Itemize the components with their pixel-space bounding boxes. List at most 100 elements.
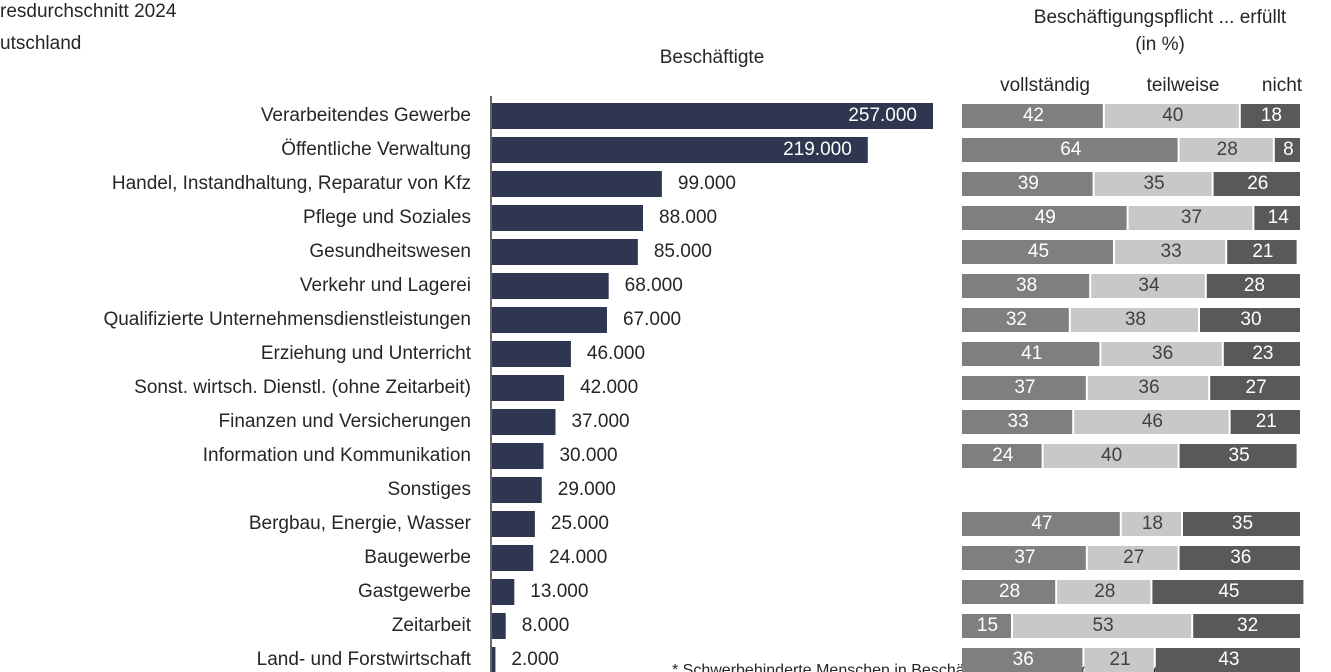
category-label: Öffentliche Verwaltung — [281, 139, 471, 160]
bar — [492, 307, 607, 333]
segment-label: 35 — [1144, 173, 1165, 194]
segment — [962, 546, 1086, 570]
segment — [1087, 546, 1178, 570]
category-label: Sonst. wirtsch. Dienstl. (ohne Zeitarbei… — [134, 377, 471, 398]
segment — [1179, 138, 1273, 162]
segment — [962, 512, 1120, 536]
segment — [962, 274, 1090, 298]
segment-label: 38 — [1125, 309, 1146, 330]
segment — [962, 444, 1042, 468]
segment-label: 41 — [1021, 343, 1042, 364]
segment-label: 45 — [1218, 581, 1239, 602]
segment — [1223, 342, 1300, 366]
segment — [962, 308, 1069, 332]
value-label: 88.000 — [659, 207, 717, 228]
bar — [492, 239, 638, 265]
segment — [1179, 546, 1300, 570]
value-label: 25.000 — [551, 513, 609, 534]
value-label: 67.000 — [623, 309, 681, 330]
bar — [492, 579, 515, 605]
segment — [962, 648, 1083, 672]
value-label: 85.000 — [654, 241, 712, 262]
segment — [962, 240, 1113, 264]
segment-label: 35 — [1232, 513, 1253, 534]
segment-label: 32 — [1006, 309, 1027, 330]
segment — [1070, 308, 1198, 332]
category-label: Handel, Instandhaltung, Reparatur von Kf… — [112, 173, 471, 194]
header-line: resdurchschnitt 2024 — [0, 1, 177, 22]
segment-label: 30 — [1240, 309, 1261, 330]
segment-label: 36 — [1230, 547, 1251, 568]
bar — [492, 273, 609, 299]
value-label: 37.000 — [571, 411, 629, 432]
segment-label: 18 — [1142, 513, 1163, 534]
legend-label: nicht — [1262, 75, 1303, 96]
segment — [962, 104, 1103, 128]
segment — [1043, 444, 1178, 468]
segment — [1227, 240, 1297, 264]
header-line: utschland — [0, 33, 81, 54]
category-label: Pflege und Soziales — [303, 207, 471, 228]
value-label: 99.000 — [678, 173, 736, 194]
segment — [1210, 376, 1300, 400]
bar — [492, 103, 933, 129]
category-label: Land- und Forstwirtschaft — [257, 649, 472, 670]
segment-label: 21 — [1252, 241, 1273, 262]
segment — [1087, 376, 1209, 400]
segment — [1179, 444, 1297, 468]
segment-label: 38 — [1016, 275, 1037, 296]
segment-label: 33 — [1161, 241, 1182, 262]
segment-label: 24 — [992, 445, 1014, 466]
segment — [1101, 342, 1222, 366]
segment — [1183, 512, 1300, 536]
segment-label: 28 — [999, 581, 1020, 602]
bar — [492, 205, 644, 231]
segment-label: 28 — [1244, 275, 1265, 296]
segment — [1084, 648, 1154, 672]
segment-label: 35 — [1229, 445, 1250, 466]
segment-label: 27 — [1123, 547, 1144, 568]
category-label: Baugewerbe — [364, 547, 471, 568]
segment — [1091, 274, 1205, 298]
value-label: 219.000 — [783, 139, 852, 160]
bar — [492, 375, 565, 401]
segment — [962, 342, 1100, 366]
category-label: Information und Kommunikation — [203, 445, 471, 466]
segment-label: 28 — [1094, 581, 1115, 602]
segment-label: 34 — [1138, 275, 1160, 296]
segment — [1274, 138, 1300, 162]
segment — [1013, 614, 1192, 638]
bar — [492, 477, 542, 503]
segment-label: 37 — [1181, 207, 1202, 228]
value-label: 13.000 — [530, 581, 588, 602]
segment — [1200, 308, 1300, 332]
bar — [492, 443, 544, 469]
segment-label: 45 — [1028, 241, 1049, 262]
value-label: 24.000 — [549, 547, 607, 568]
segment-label: 49 — [1035, 207, 1056, 228]
value-label: 257.000 — [848, 105, 917, 126]
segment-label: 40 — [1162, 105, 1183, 126]
segment — [962, 206, 1127, 230]
footnote: * Schwerbehinderte Menschen in Beschäfti… — [672, 662, 1183, 672]
segment — [962, 172, 1093, 196]
category-label: Verarbeitendes Gewerbe — [261, 105, 471, 126]
segment — [962, 614, 1011, 638]
category-label: Gastgewerbe — [358, 581, 471, 602]
segment-label: 47 — [1031, 513, 1052, 534]
bar — [492, 545, 534, 571]
segment — [1152, 580, 1304, 604]
category-label: Gesundheitswesen — [309, 241, 471, 262]
segment — [1115, 240, 1226, 264]
value-label: 42.000 — [580, 377, 638, 398]
chart-title: Beschäftigte — [660, 47, 765, 68]
bar — [492, 613, 506, 639]
value-label: 29.000 — [558, 479, 616, 500]
segment-label: 40 — [1101, 445, 1122, 466]
value-label: 46.000 — [587, 343, 645, 364]
segment-label: 43 — [1218, 649, 1239, 670]
segment — [1121, 512, 1181, 536]
segment — [1206, 274, 1300, 298]
segment-label: 18 — [1261, 105, 1282, 126]
